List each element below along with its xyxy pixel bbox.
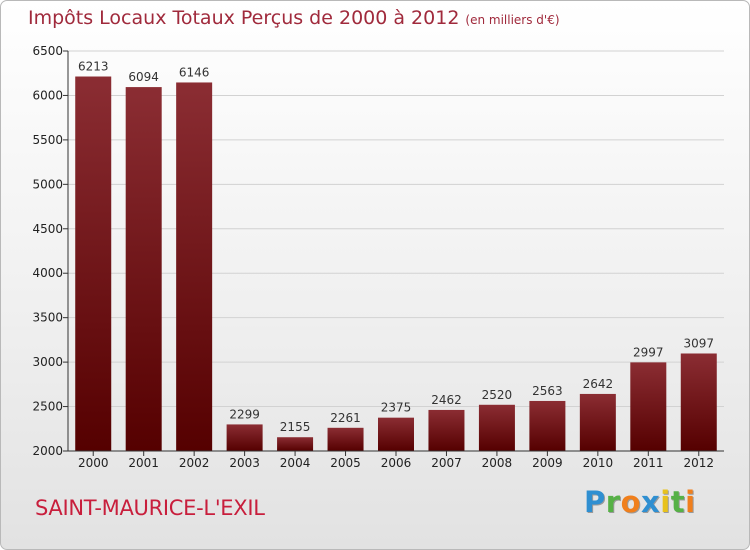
chart-title: Impôts Locaux Totaux Perçus de 2000 à 20… <box>28 7 560 29</box>
y-tick-label: 6000 <box>32 88 63 102</box>
data-label: 2520 <box>482 388 513 402</box>
proxiti-logo[interactable]: Proxiti <box>584 485 696 519</box>
x-tick-label: 2007 <box>431 456 462 470</box>
data-label: 2642 <box>583 377 614 391</box>
logo-letter: P <box>584 485 606 519</box>
data-label: 6213 <box>78 60 109 74</box>
chart-subtitle: (en milliers d'€) <box>465 13 560 27</box>
bar-2007 <box>428 409 465 451</box>
x-tick-label: 2005 <box>330 456 361 470</box>
y-tick-label: 3500 <box>32 311 63 325</box>
x-tick-label: 2010 <box>583 456 614 470</box>
logo-letter: t <box>670 485 686 519</box>
y-tick-label: 3000 <box>32 355 63 369</box>
data-label: 2997 <box>633 345 664 359</box>
x-tick-label: 2006 <box>381 456 412 470</box>
data-label: 2299 <box>229 407 260 421</box>
logo-letter: x <box>641 485 661 519</box>
x-tick-label: 2002 <box>179 456 210 470</box>
data-label: 2563 <box>532 384 563 398</box>
chart-title-text: Impôts Locaux Totaux Perçus de 2000 à 20… <box>28 7 460 29</box>
x-tick-label: 2011 <box>633 456 664 470</box>
data-label: 6094 <box>128 70 159 84</box>
logo-letter: i <box>660 485 671 519</box>
grid-lines <box>68 50 724 452</box>
bar-2009 <box>529 400 566 451</box>
bar-2005 <box>327 427 364 451</box>
x-tick-label: 2003 <box>229 456 260 470</box>
y-tick-label: 5000 <box>32 177 63 191</box>
y-tick-label: 4500 <box>32 222 63 236</box>
data-label: 2261 <box>330 411 361 425</box>
x-tick-label: 2008 <box>482 456 513 470</box>
axes: 2000 2500 3000 3500 4000 4500 5000 5500 6000 6500… <box>32 44 724 470</box>
bar-2001 <box>125 87 162 451</box>
bar-2012 <box>680 353 717 451</box>
bar-2008 <box>478 404 515 451</box>
data-label: 2375 <box>381 401 412 415</box>
y-tick-label: 5500 <box>32 133 63 147</box>
bar-2006 <box>378 417 414 451</box>
place-name: SAINT-MAURICE-L'EXIL <box>35 496 265 520</box>
x-tick-label: 2004 <box>280 456 311 470</box>
bar-2010 <box>579 393 616 451</box>
logo-letter: i <box>685 485 696 519</box>
data-label: 3097 <box>683 336 714 350</box>
data-label: 2462 <box>431 393 462 407</box>
bar-2003 <box>226 424 263 451</box>
logo-letter: r <box>605 485 621 519</box>
data-label: 2155 <box>280 420 311 434</box>
bar-2000 <box>75 76 112 451</box>
y-tick-label: 4000 <box>32 266 63 280</box>
logo-letter: o <box>620 485 642 519</box>
bar-2004 <box>277 437 314 451</box>
x-tick-label: 2001 <box>128 456 159 470</box>
x-tick-label: 2000 <box>78 456 109 470</box>
bar-2011 <box>630 362 667 451</box>
bar-2002 <box>176 82 213 451</box>
y-tick-label: 6500 <box>32 44 63 58</box>
y-tick-label: 2000 <box>32 444 63 458</box>
bars: 6213 6094 6146 2299 2155 2261 2375 2462 2520 2563… <box>75 60 717 451</box>
data-label: 6146 <box>179 65 210 79</box>
x-tick-label: 2012 <box>683 456 714 470</box>
x-tick-label: 2009 <box>532 456 563 470</box>
y-tick-label: 2500 <box>32 400 63 414</box>
